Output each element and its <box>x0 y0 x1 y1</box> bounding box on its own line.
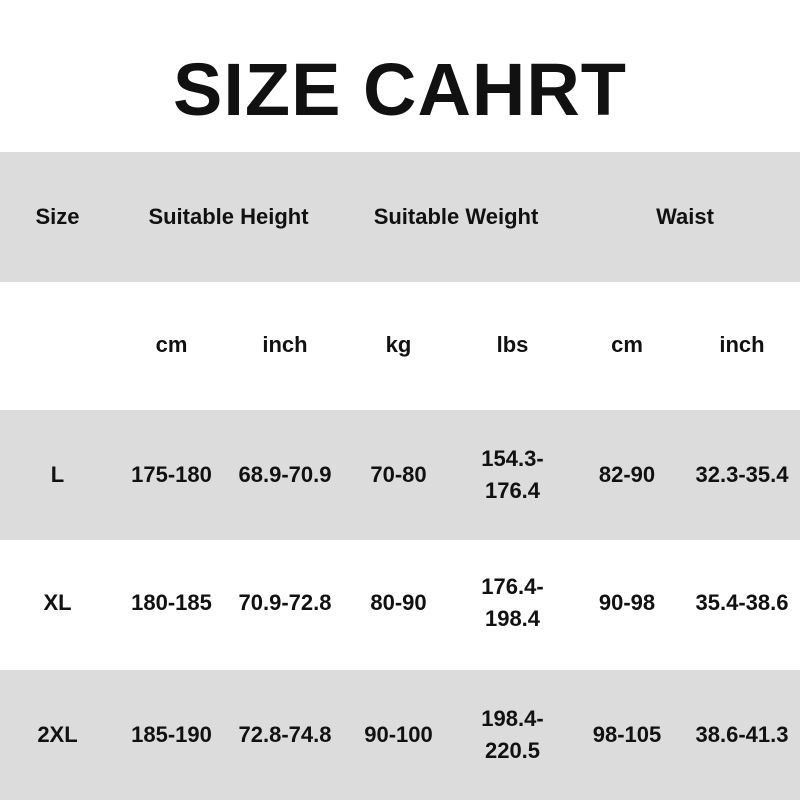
title: SIZE CAHRT <box>173 48 627 131</box>
cell-text: 72.8-74.8 <box>238 722 332 747</box>
cell-text: 68.9-70.9 <box>238 462 332 487</box>
cell-text: inch <box>262 332 308 357</box>
data-cell: 185-190 <box>115 670 228 800</box>
data-cell: L <box>0 410 115 540</box>
cell-text: 80-90 <box>370 590 427 615</box>
data-cell: 72.8-74.8 <box>228 670 342 800</box>
data-cell: 180-185 <box>115 538 228 668</box>
cell-text: cm <box>611 332 643 357</box>
data-cell: 176.4-198.4 <box>455 538 570 668</box>
data-cell: 38.6-41.3 <box>684 670 800 800</box>
data-cell: 70-80 <box>342 410 455 540</box>
header-cell: Suitable Weight <box>342 152 570 282</box>
cell-text: 2XL <box>37 722 78 747</box>
data-cell: 80-90 <box>342 538 455 668</box>
cell-text: kg <box>385 332 412 357</box>
data-cell: 32.3-35.4 <box>684 410 800 540</box>
cell-text: XL <box>43 590 72 615</box>
header-band <box>0 152 800 282</box>
cell-text: Suitable Height <box>148 204 309 229</box>
header-cell: Suitable Height <box>115 152 342 282</box>
unit-cell: inch <box>228 280 342 410</box>
cell-text: 35.4-38.6 <box>695 590 789 615</box>
cell-text: 180-185 <box>131 590 212 615</box>
header-cell: Waist <box>570 152 800 282</box>
cell-text: Size <box>35 204 80 229</box>
data-cell: 2XL <box>0 670 115 800</box>
data-cell: 198.4-220.5 <box>455 670 570 800</box>
unit-cell: cm <box>570 280 684 410</box>
cell-text: 38.6-41.3 <box>695 722 789 747</box>
data-cell: 175-180 <box>115 410 228 540</box>
data-cell: 90-100 <box>342 670 455 800</box>
cell-text: 90-98 <box>598 590 656 615</box>
cell-text: 154.3-176.4 <box>481 446 544 503</box>
data-cell: 82-90 <box>570 410 684 540</box>
cell-text: L <box>50 462 65 487</box>
unit-cell: kg <box>342 280 455 410</box>
cell-text: Waist <box>656 204 714 229</box>
data-cell: XL <box>0 538 115 668</box>
data-cell: 90-98 <box>570 538 684 668</box>
cell-text: 198.4-220.5 <box>481 706 544 763</box>
row-band <box>0 410 800 540</box>
unit-cell: cm <box>115 280 228 410</box>
cell-text: 70-80 <box>370 462 427 487</box>
cell-text: Suitable Weight <box>373 204 539 229</box>
data-cell: 35.4-38.6 <box>684 538 800 668</box>
unit-cell: inch <box>684 280 800 410</box>
cell-text: lbs <box>496 332 529 357</box>
cell-text: 185-190 <box>131 722 212 747</box>
data-cell: 98-105 <box>570 670 684 800</box>
cell-text: 176.4-198.4 <box>481 574 544 631</box>
unit-cell: lbs <box>455 280 570 410</box>
cell-text: 98-105 <box>592 722 662 747</box>
data-cell: 154.3-176.4 <box>455 410 570 540</box>
cell-text: 70.9-72.8 <box>238 590 332 615</box>
cell-text: 90-100 <box>364 722 433 747</box>
data-cell: 68.9-70.9 <box>228 410 342 540</box>
header-cell: Size <box>0 152 115 282</box>
row-band <box>0 670 800 800</box>
cell-text: 82-90 <box>598 462 656 487</box>
cell-text: 175-180 <box>131 462 212 487</box>
data-cell: 70.9-72.8 <box>228 538 342 668</box>
cell-text: cm <box>155 332 188 357</box>
cell-text: 32.3-35.4 <box>695 462 789 487</box>
cell-text: inch <box>719 332 765 357</box>
